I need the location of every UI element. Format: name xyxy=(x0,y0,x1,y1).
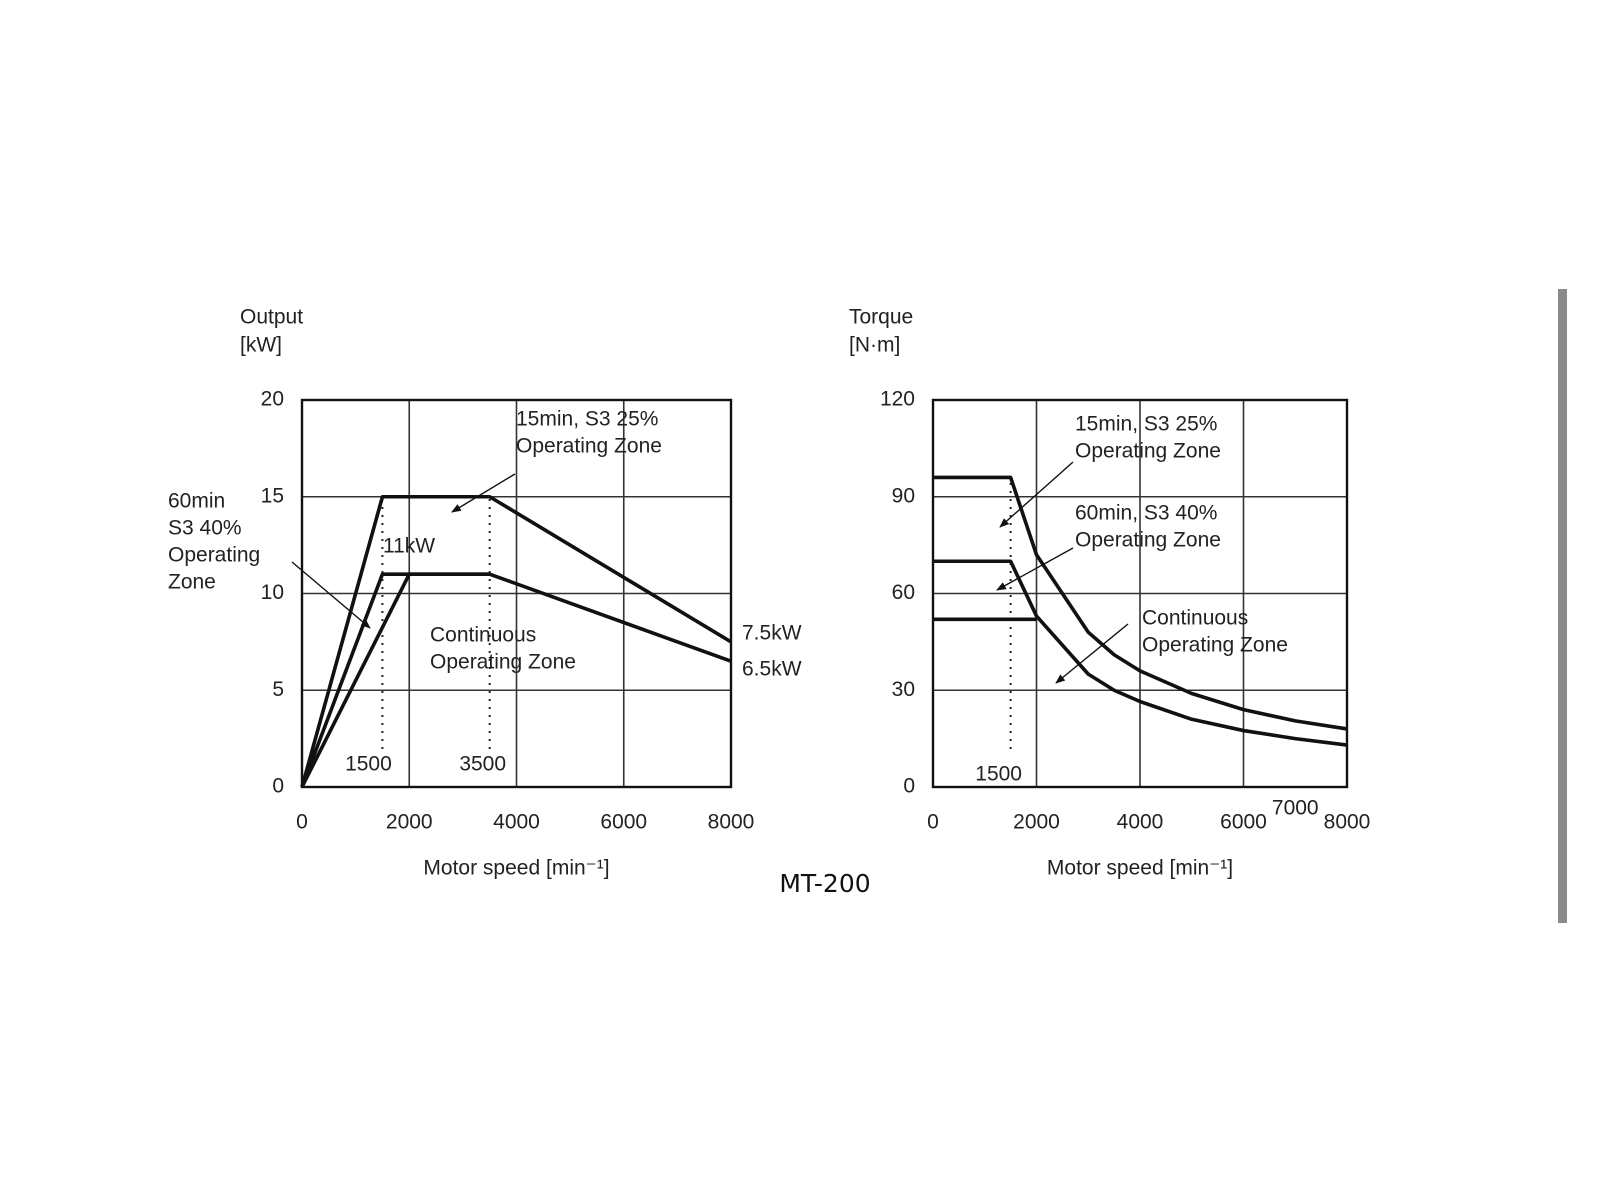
annotation-arrow xyxy=(1055,623,1129,684)
annotation: Continuous xyxy=(1142,607,1248,630)
x-tick-label: 0 xyxy=(927,811,939,834)
annotation-arrow xyxy=(451,473,516,513)
y-tick-label: 30 xyxy=(892,678,915,701)
x-tick-label: 4000 xyxy=(1117,811,1164,834)
reference-label: 1500 xyxy=(975,763,1022,786)
annotation: Operating Zone xyxy=(516,435,662,458)
x-tick-label: 0 xyxy=(296,811,308,834)
x-tick-label: 8000 xyxy=(708,811,755,834)
annotation: Operating Zone xyxy=(1075,529,1221,552)
plot-frame xyxy=(931,398,1349,789)
y-tick-label: 15 xyxy=(261,484,284,507)
y-axis-label: Torque xyxy=(849,306,913,329)
x-tick-label: 7000 xyxy=(1272,797,1319,820)
annotation: S3 40% xyxy=(168,517,242,540)
caption: MT-200 xyxy=(779,869,870,898)
annotation: 6.5kW xyxy=(742,658,802,681)
x-axis-label: Motor speed [min⁻¹] xyxy=(423,857,609,880)
annotation: 15min, S3 25% xyxy=(516,408,658,431)
y-axis-label: Output xyxy=(240,306,303,329)
annotation: Operating xyxy=(168,544,260,567)
x-tick-label: 2000 xyxy=(1013,811,1060,834)
annotation: Zone xyxy=(168,571,216,594)
side-bar xyxy=(1558,289,1567,923)
annotation: Continuous xyxy=(430,624,536,647)
data-line xyxy=(300,494,732,788)
annotation: 60min, S3 40% xyxy=(1075,502,1217,525)
annotation: 11kW xyxy=(383,535,435,558)
data-line xyxy=(933,475,1348,731)
annotation-arrow xyxy=(999,461,1074,528)
x-tick-label: 4000 xyxy=(493,811,540,834)
y-tick-label: 60 xyxy=(892,581,915,604)
annotation: Operating Zone xyxy=(1075,440,1221,463)
x-tick-label: 8000 xyxy=(1324,811,1371,834)
y-tick-label: 10 xyxy=(261,581,284,604)
x-tick-label: 6000 xyxy=(600,811,647,834)
y-tick-label: 120 xyxy=(880,388,915,411)
x-tick-label: 6000 xyxy=(1220,811,1267,834)
y-tick-label: 90 xyxy=(892,484,915,507)
annotation: 15min, S3 25% xyxy=(1075,413,1217,436)
annotation-arrow xyxy=(996,547,1074,591)
annotation: 60min xyxy=(168,490,225,513)
annotation: Operating Zone xyxy=(430,651,576,674)
y-tick-label: 5 xyxy=(272,678,284,701)
reference-label: 1500 xyxy=(345,753,392,776)
y-axis-label: [N·m] xyxy=(849,334,900,357)
annotation: Operating Zone xyxy=(1142,634,1288,657)
y-tick-label: 20 xyxy=(261,388,284,411)
annotation: 7.5kW xyxy=(742,622,802,645)
annotation-arrow xyxy=(291,561,371,629)
reference-label: 3500 xyxy=(459,753,506,776)
data-line xyxy=(300,572,490,788)
y-tick-label: 0 xyxy=(272,775,284,798)
x-tick-label: 2000 xyxy=(386,811,433,834)
y-tick-label: 0 xyxy=(903,775,915,798)
plot-frame xyxy=(300,398,733,789)
data-line xyxy=(933,559,1348,747)
x-axis-label: Motor speed [min⁻¹] xyxy=(1047,857,1233,880)
y-axis-label: [kW] xyxy=(240,334,282,357)
